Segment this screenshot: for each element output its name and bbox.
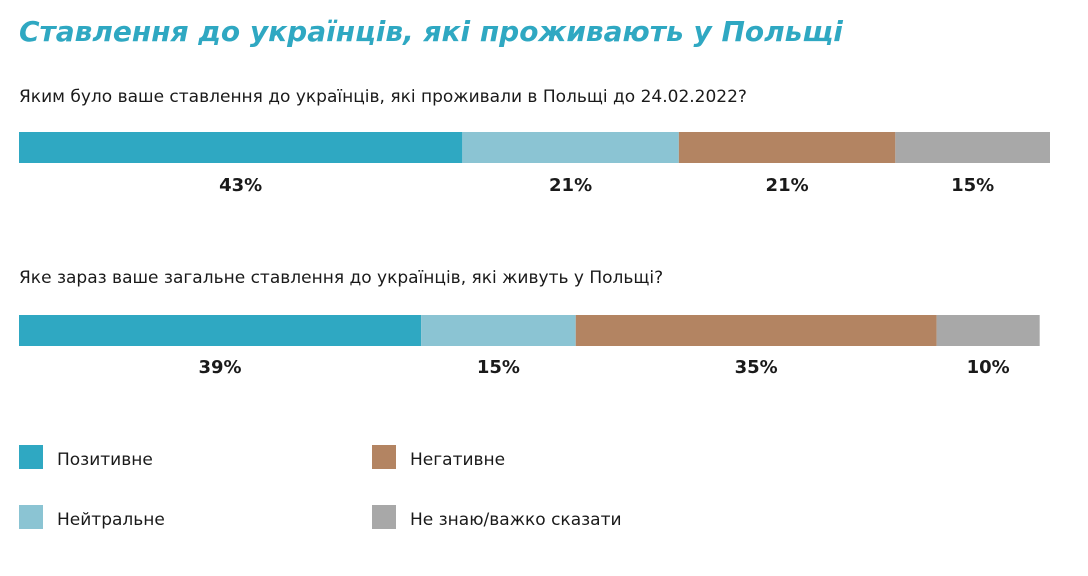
value-label: 21% xyxy=(549,175,592,196)
legend-label: Не знаю/важко сказати xyxy=(410,510,622,530)
bar-segment xyxy=(19,315,422,346)
bar-segment xyxy=(421,315,576,346)
value-label: 15% xyxy=(951,175,994,196)
value-label: 43% xyxy=(219,175,262,196)
value-label: 15% xyxy=(477,357,520,378)
question: Яким було ваше ставлення до українців, я… xyxy=(19,87,747,107)
bar-segment xyxy=(19,132,463,163)
legend-swatch xyxy=(19,445,43,469)
bar-segment xyxy=(936,315,1040,346)
legend-swatch xyxy=(19,505,43,529)
bar-segment xyxy=(575,315,937,346)
chart-title: Ставлення до українців, які проживають у… xyxy=(19,15,843,48)
bar-segment xyxy=(462,132,679,163)
legend-swatch xyxy=(372,505,396,529)
legend-label: Негативне xyxy=(410,450,505,470)
bar-segment xyxy=(895,132,1050,163)
value-label: 35% xyxy=(735,357,778,378)
legend-label: Нейтральне xyxy=(57,510,165,530)
question: Яке зараз ваше загальне ставлення до укр… xyxy=(19,268,663,288)
legend-label: Позитивне xyxy=(57,450,153,470)
value-label: 21% xyxy=(766,175,809,196)
bar-segment xyxy=(678,132,896,163)
value-label: 39% xyxy=(198,357,241,378)
value-label: 10% xyxy=(967,357,1010,378)
legend-swatch xyxy=(372,445,396,469)
